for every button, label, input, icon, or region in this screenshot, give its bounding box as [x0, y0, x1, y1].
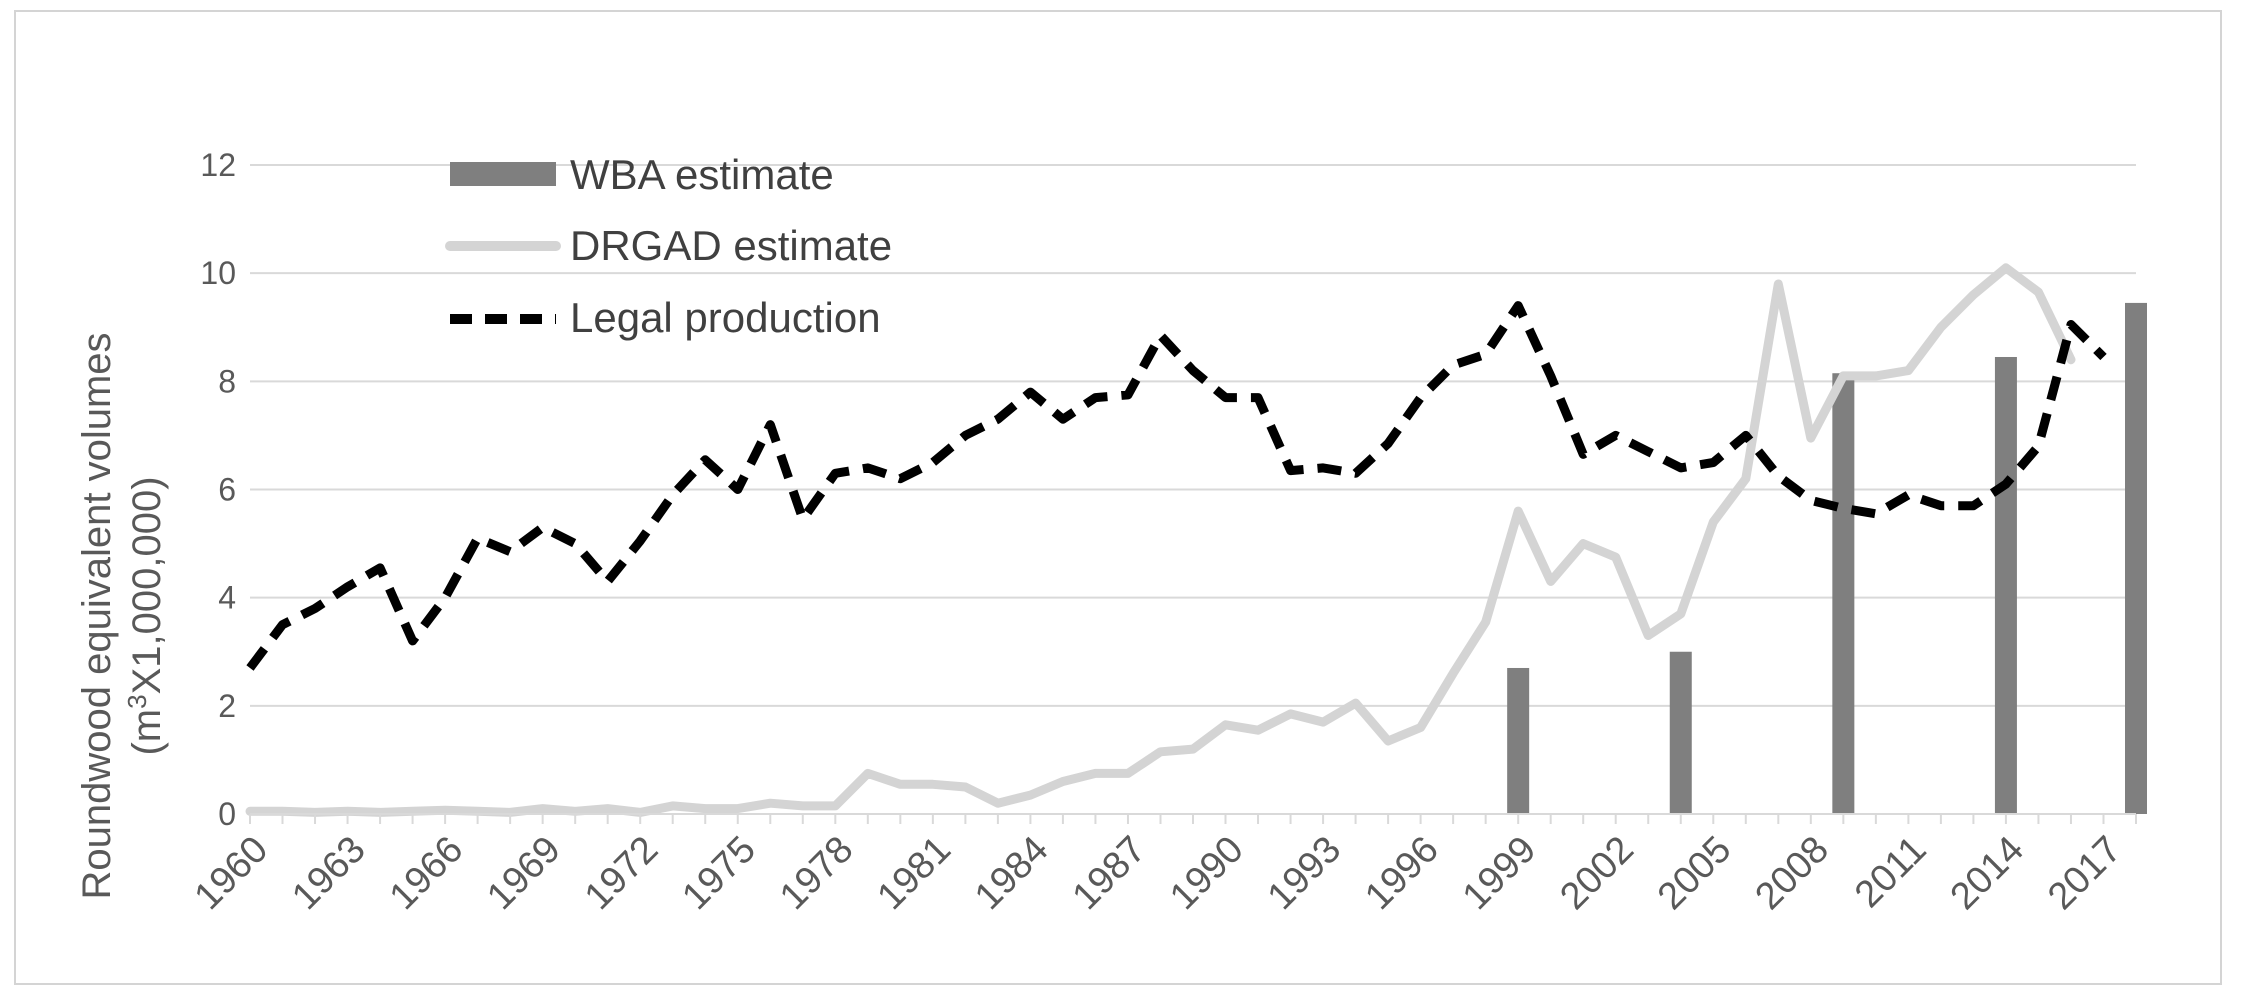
wba-bar-2014	[1994, 356, 2017, 814]
y-tick-label: 8	[218, 363, 236, 399]
y-tick-label: 12	[200, 147, 236, 183]
x-tick-label: 1966	[382, 828, 471, 917]
x-tick-label: 1996	[1357, 828, 1446, 917]
y-tick-label: 2	[218, 688, 236, 724]
x-tick-label: 1981	[870, 828, 959, 917]
y-tick-label: 6	[218, 472, 236, 508]
legend: WBA estimate DRGAD estimate Legal produc…	[445, 151, 892, 341]
y-tick-label: 0	[218, 796, 236, 832]
wba-bar-2018	[2125, 302, 2147, 814]
wba-bars	[1507, 302, 2147, 814]
x-tick-label: 1987	[1065, 828, 1154, 917]
x-axis	[249, 813, 2137, 824]
y-tick-label: 4	[218, 580, 236, 616]
y-axis-label-line1: Roundwood equivalent volumes	[75, 332, 119, 899]
x-tick-label: 1993	[1260, 828, 1349, 917]
wba-bar-2009	[1832, 373, 1855, 814]
y-axis-ticks: 0 2 4 6 8 10 12	[200, 147, 236, 832]
x-tick-label: 1969	[479, 828, 568, 917]
x-tick-label: 2008	[1748, 828, 1837, 917]
x-tick-label: 2014	[1943, 828, 2032, 917]
x-tick-label: 1960	[187, 828, 276, 917]
legend-label-drgad: DRGAD estimate	[570, 222, 892, 269]
y-tick-label: 10	[200, 255, 236, 291]
x-tick-label: 2011	[1847, 828, 1934, 915]
drgad-estimate-line	[245, 263, 2076, 817]
y-axis-label-line2: (m3X1,000,000)	[122, 476, 169, 755]
x-tick-label: 1978	[772, 828, 861, 917]
x-tick-label: 1999	[1455, 828, 1544, 917]
x-tick-label: 2005	[1650, 828, 1739, 917]
gridlines	[250, 164, 2136, 707]
y-axis-label: Roundwood equivalent volumes (m3X1,000,0…	[75, 332, 169, 899]
x-tick-label: 1990	[1162, 828, 1251, 917]
x-tick-label: 2017	[2040, 828, 2129, 917]
wba-bar-1999	[1507, 667, 1530, 814]
x-axis-ticks: 1960 1963 1966 1969 1972 1975 1978 1981 1984 1987…	[187, 828, 2130, 917]
x-tick-label: 1984	[967, 828, 1056, 917]
legal-production-line	[246, 301, 2107, 671]
x-tick-label: 1963	[284, 828, 373, 917]
x-tick-label: 2002	[1552, 828, 1641, 917]
legend-label-wba: WBA estimate	[570, 151, 834, 198]
wba-bar-2004	[1669, 651, 1692, 814]
legend-swatch-wba	[450, 162, 556, 186]
x-tick-label: 1972	[577, 828, 666, 917]
series-lines	[245, 263, 2107, 817]
legend-label-legal: Legal production	[570, 294, 881, 341]
x-tick-label: 1975	[674, 828, 763, 917]
